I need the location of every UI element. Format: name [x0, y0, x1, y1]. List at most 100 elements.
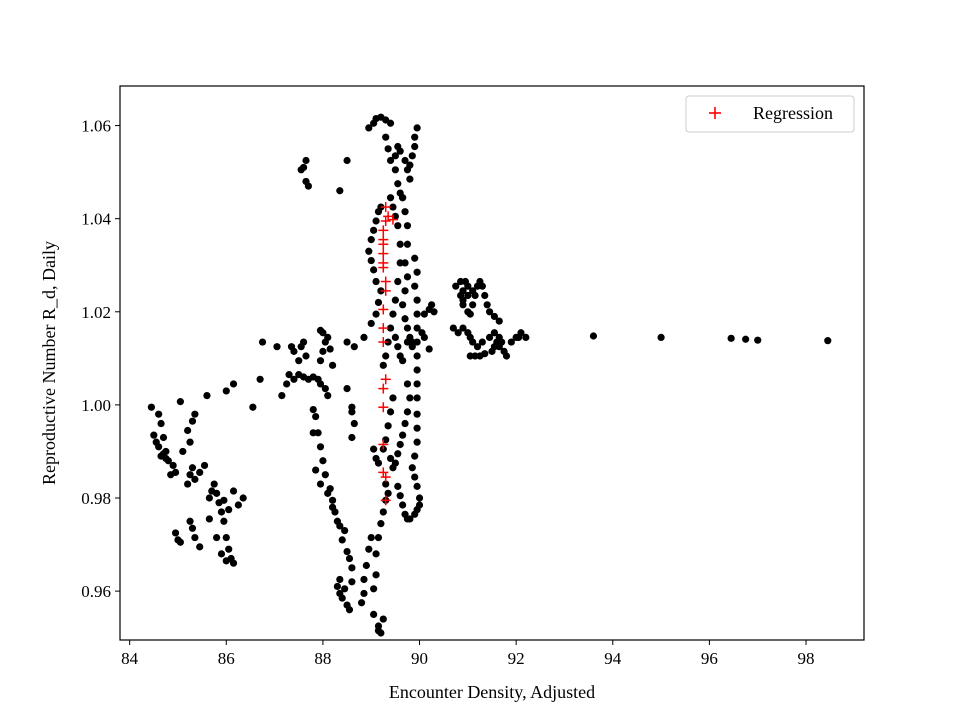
data-point: [396, 240, 404, 248]
data-point: [401, 156, 409, 165]
data-point: [278, 391, 286, 400]
data-point: [459, 324, 467, 332]
y-tick-label: 1.06: [81, 117, 111, 136]
data-point: [382, 352, 390, 360]
data-point: [191, 475, 199, 483]
x-tick-label: 92: [508, 649, 525, 668]
data-point: [222, 387, 230, 395]
data-point: [188, 464, 197, 472]
data-point: [413, 324, 421, 332]
data-point: [413, 268, 421, 276]
data-point: [222, 533, 230, 542]
data-point: [157, 452, 165, 460]
data-point: [290, 347, 298, 355]
data-point: [386, 156, 395, 165]
data-point: [413, 338, 421, 346]
data-point: [386, 324, 395, 332]
data-point: [316, 326, 325, 335]
data-point: [186, 471, 194, 479]
data-point: [159, 433, 168, 442]
data-point: [302, 352, 310, 360]
data-point: [312, 412, 320, 421]
data-point: [249, 403, 257, 411]
x-tick-label: 88: [314, 649, 331, 668]
regression-point: [380, 495, 391, 506]
data-point: [454, 329, 462, 337]
data-point: [394, 277, 402, 286]
data-point: [302, 156, 310, 165]
data-point: [157, 419, 165, 428]
data-point: [413, 366, 421, 374]
regression-point: [378, 323, 389, 334]
data-point: [309, 429, 317, 437]
data-point: [399, 194, 407, 202]
data-point: [362, 561, 370, 570]
data-point: [401, 259, 409, 267]
data-point: [370, 610, 378, 618]
data-point: [396, 440, 404, 449]
data-point: [367, 256, 375, 265]
data-point: [394, 482, 402, 490]
data-point: [415, 501, 424, 509]
data-point: [343, 547, 351, 556]
regression-point: [378, 248, 389, 259]
data-point: [333, 517, 342, 525]
data-point: [200, 461, 209, 470]
data-point: [205, 494, 213, 502]
data-point: [374, 298, 383, 307]
data-point: [341, 585, 349, 593]
data-point: [403, 273, 412, 281]
data-point: [155, 410, 163, 418]
data-point: [348, 564, 356, 572]
data-point: [229, 487, 238, 495]
data-point: [360, 575, 368, 584]
data-point: [191, 533, 199, 542]
data-point: [304, 182, 313, 190]
data-point: [425, 345, 433, 353]
data-point: [413, 310, 421, 318]
data-point: [360, 333, 368, 341]
data-point: [374, 459, 383, 467]
data-point: [514, 333, 523, 341]
data-point: [391, 152, 399, 160]
data-point: [459, 296, 467, 304]
data-point: [229, 559, 238, 567]
data-point: [372, 277, 380, 286]
data-point: [408, 464, 416, 472]
data-point: [283, 380, 291, 388]
data-point: [824, 337, 832, 345]
data-point: [372, 217, 380, 225]
data-point: [413, 352, 421, 360]
data-point: [217, 508, 226, 516]
data-point: [234, 501, 242, 509]
data-point: [495, 317, 503, 325]
data-point: [386, 408, 395, 416]
data-point: [372, 571, 380, 579]
data-point: [345, 554, 354, 563]
data-point: [338, 536, 346, 544]
data-point: [502, 352, 511, 360]
data-point: [365, 124, 373, 132]
data-point: [490, 312, 499, 321]
data-point: [169, 461, 177, 470]
data-point: [386, 119, 395, 127]
data-point: [350, 343, 358, 351]
data-point: [372, 310, 380, 318]
x-tick-label: 90: [411, 649, 428, 668]
data-point: [386, 454, 395, 463]
data-point: [384, 489, 392, 497]
data-point: [411, 133, 419, 141]
data-point: [411, 142, 419, 151]
regression-point: [387, 214, 398, 225]
regression-point: [378, 402, 389, 413]
data-point: [345, 606, 354, 614]
data-point: [374, 627, 383, 635]
data-point: [408, 152, 416, 160]
data-point: [490, 329, 499, 337]
data-point: [406, 175, 414, 183]
data-point: [186, 517, 194, 525]
regression-point: [380, 374, 391, 385]
data-point: [464, 291, 472, 300]
x-tick-label: 96: [701, 649, 718, 668]
data-point: [406, 394, 414, 402]
